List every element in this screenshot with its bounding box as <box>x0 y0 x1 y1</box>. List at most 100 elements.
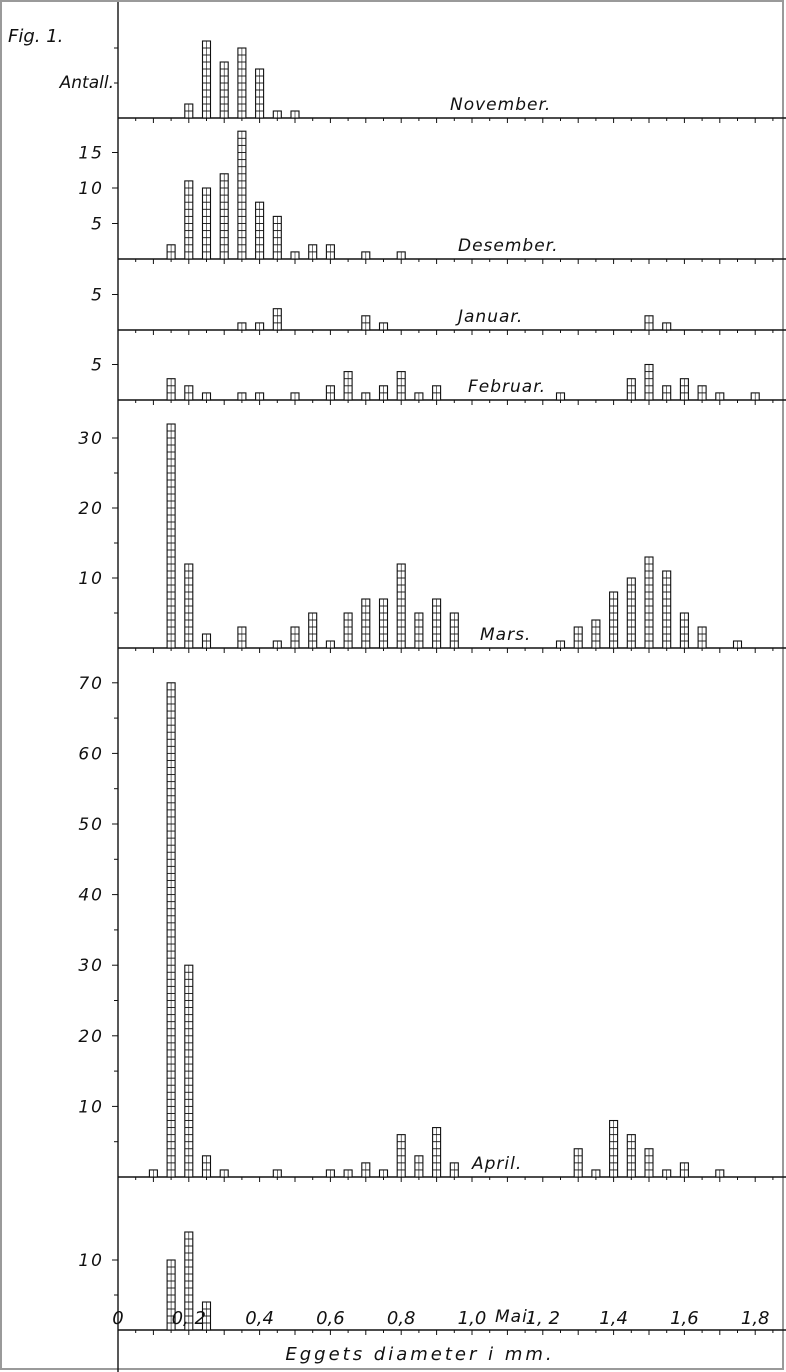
bar <box>414 1155 424 1178</box>
bar <box>237 392 247 401</box>
bar <box>237 322 247 331</box>
y-tick-label: 30 <box>78 956 104 976</box>
x-tick-label-group: 0 0, 2 0,4 0,6 0,8 1,0 1, 2 1,4 1,6 1,8 <box>112 1308 769 1329</box>
bar <box>750 392 760 401</box>
y-tick-label: 10 <box>78 1251 104 1271</box>
bar <box>166 1259 176 1331</box>
bar <box>201 1301 212 1331</box>
bar <box>573 626 583 649</box>
bar <box>662 385 672 401</box>
bar <box>378 1169 389 1178</box>
panel-title: Mai. <box>495 1307 534 1327</box>
bar <box>201 633 212 649</box>
bar <box>237 47 247 119</box>
bar <box>715 392 725 401</box>
bar <box>166 682 176 1178</box>
y-tick-label: 30 <box>78 429 104 449</box>
bar <box>626 378 636 401</box>
y-tick-label: 15 <box>78 144 104 164</box>
bar <box>219 61 229 119</box>
bar <box>609 591 619 649</box>
x-tick-label: 1,4 <box>599 1308 628 1329</box>
panel-4: 10 20 30 Mars. <box>78 423 786 653</box>
bar <box>378 385 389 401</box>
bar <box>432 1127 442 1178</box>
x-tick-label: 1,0 <box>458 1308 487 1329</box>
bar <box>644 363 654 401</box>
bar <box>396 371 406 401</box>
bar <box>166 378 176 401</box>
bar <box>361 315 371 331</box>
bar <box>219 173 229 260</box>
panel-title: Januar. <box>455 307 523 327</box>
bar <box>662 570 672 649</box>
bar <box>325 640 335 649</box>
bar <box>201 1155 212 1178</box>
x-tick-label: 0,8 <box>387 1308 416 1329</box>
panel-title: Desember. <box>458 236 559 256</box>
bar <box>679 612 689 649</box>
bar <box>679 378 689 401</box>
x-axis-label: Eggets diameter i mm. <box>285 1344 554 1365</box>
y-tick-label: 40 <box>78 886 104 906</box>
x-tick-label: 1, 2 <box>526 1308 560 1329</box>
bar <box>201 40 212 119</box>
panel-group: November. 5 10 15 Desember. 5 Januar. 5 Februar.… <box>78 40 786 1335</box>
bar <box>697 385 707 401</box>
panel-0: November. <box>114 40 786 123</box>
bar <box>184 563 194 649</box>
panel-title: Februar. <box>468 377 546 397</box>
y-tick-label: 50 <box>78 815 104 835</box>
bar <box>308 244 318 260</box>
bar <box>272 215 282 260</box>
bar <box>290 110 300 119</box>
bar <box>662 1169 672 1178</box>
bar <box>644 315 654 331</box>
bar <box>697 626 707 649</box>
bar <box>679 1162 689 1178</box>
bar <box>715 1169 725 1178</box>
bar <box>272 640 282 649</box>
panel-title: April. <box>471 1154 522 1174</box>
bar <box>361 598 371 649</box>
bar <box>626 1134 636 1178</box>
bar <box>555 392 566 401</box>
bar <box>184 385 194 401</box>
y-tick-label: 20 <box>78 499 104 519</box>
bar <box>378 598 389 649</box>
x-tick-label: 0,4 <box>245 1308 274 1329</box>
bar <box>449 612 459 649</box>
bar <box>219 1169 229 1178</box>
bar <box>644 1148 654 1178</box>
panel-6: 10 Mai. <box>78 1231 786 1335</box>
bar <box>361 1162 371 1178</box>
bar <box>573 1148 583 1178</box>
bar <box>449 1162 459 1178</box>
bar <box>255 392 265 401</box>
bar <box>290 626 300 649</box>
panel-2: 5 Januar. <box>91 286 786 335</box>
bar <box>237 130 247 260</box>
bar <box>255 322 265 331</box>
bar <box>201 392 212 401</box>
bar <box>378 322 389 331</box>
y-tick-label: 20 <box>78 1027 104 1047</box>
bar <box>396 563 406 649</box>
x-tick-label: 0, 2 <box>172 1308 206 1329</box>
panel-5: 10 20 30 40 50 60 70 April. <box>78 674 786 1182</box>
panel-1: 5 10 15 Desember. <box>78 130 786 264</box>
bar <box>201 187 212 260</box>
bar <box>184 180 194 260</box>
bar <box>396 251 406 260</box>
y-tick-label: 5 <box>91 215 104 235</box>
bar <box>591 1169 601 1178</box>
panel-title: Mars. <box>480 625 531 645</box>
y-tick-label: 5 <box>91 356 104 376</box>
bar <box>591 619 601 649</box>
bar <box>290 251 300 260</box>
bar <box>662 322 672 331</box>
bar <box>626 577 636 649</box>
panel-title: November. <box>450 95 551 115</box>
